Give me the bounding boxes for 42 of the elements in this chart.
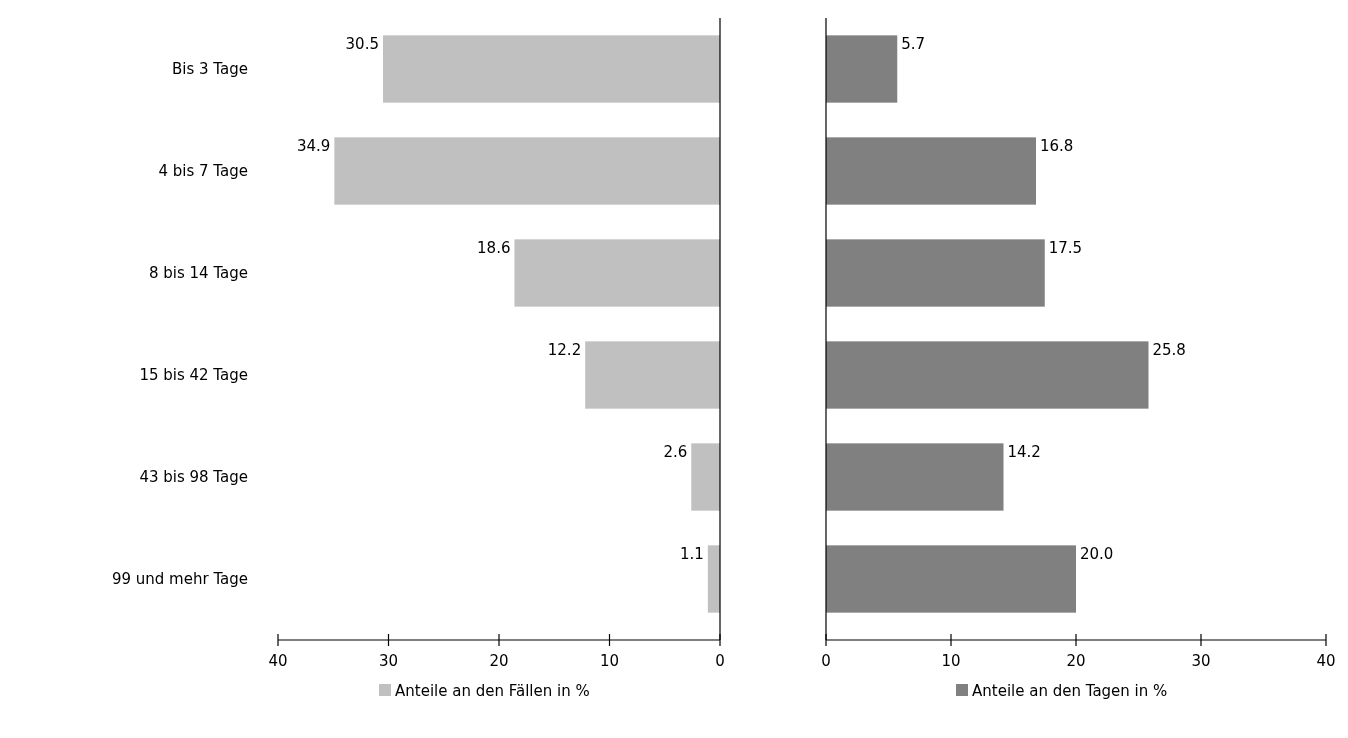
x-tick-label: 10	[941, 652, 961, 670]
bar	[585, 341, 720, 409]
x-tick-label: 30	[378, 652, 399, 670]
bar	[826, 35, 898, 103]
data-label: 2.6	[663, 443, 688, 462]
x-tick-label: 10	[599, 652, 620, 670]
x-tick-label: 40	[268, 652, 288, 670]
y-tick-label: 43 bis 98 Tage	[139, 468, 248, 486]
y-tick-label: Bis 3 Tage	[172, 60, 248, 78]
bar	[707, 545, 720, 613]
legend-label: Anteile an den Tagen in %	[972, 682, 1168, 700]
x-tick-label: 20	[1066, 652, 1086, 670]
data-label: 30.5	[345, 35, 379, 54]
bar	[826, 443, 1004, 511]
bar	[826, 239, 1045, 307]
bar	[826, 341, 1149, 409]
data-label: 25.8	[1152, 341, 1186, 360]
x-tick-label: 40	[1316, 652, 1336, 670]
data-label: 16.8	[1040, 137, 1074, 156]
data-label: 34.9	[296, 137, 331, 156]
x-tick-label: 0	[715, 652, 725, 670]
data-label: 18.6	[477, 239, 511, 258]
x-tick-label: 0	[821, 652, 831, 670]
y-tick-label: 15 bis 42 Tage	[139, 366, 248, 384]
bar	[691, 443, 720, 511]
bar	[382, 35, 720, 103]
bar	[334, 137, 720, 205]
y-tick-label: 99 und mehr Tage	[111, 570, 248, 588]
legend-label: Anteile an den Fällen in %	[395, 682, 590, 700]
bar	[826, 545, 1076, 613]
y-tick-label: 4 bis 7 Tage	[158, 162, 248, 180]
data-label: 5.7	[901, 35, 926, 54]
x-tick-label: 20	[489, 652, 509, 670]
y-tick-label: 8 bis 14 Tage	[148, 264, 248, 282]
bar	[514, 239, 720, 307]
data-label: 1.1	[679, 545, 704, 564]
data-label: 14.2	[1007, 443, 1041, 462]
bar	[826, 137, 1036, 205]
data-label: 17.5	[1048, 239, 1083, 258]
data-label: 20.0	[1080, 545, 1114, 564]
data-label: 12.2	[547, 341, 582, 360]
x-tick-label: 30	[1191, 652, 1211, 670]
